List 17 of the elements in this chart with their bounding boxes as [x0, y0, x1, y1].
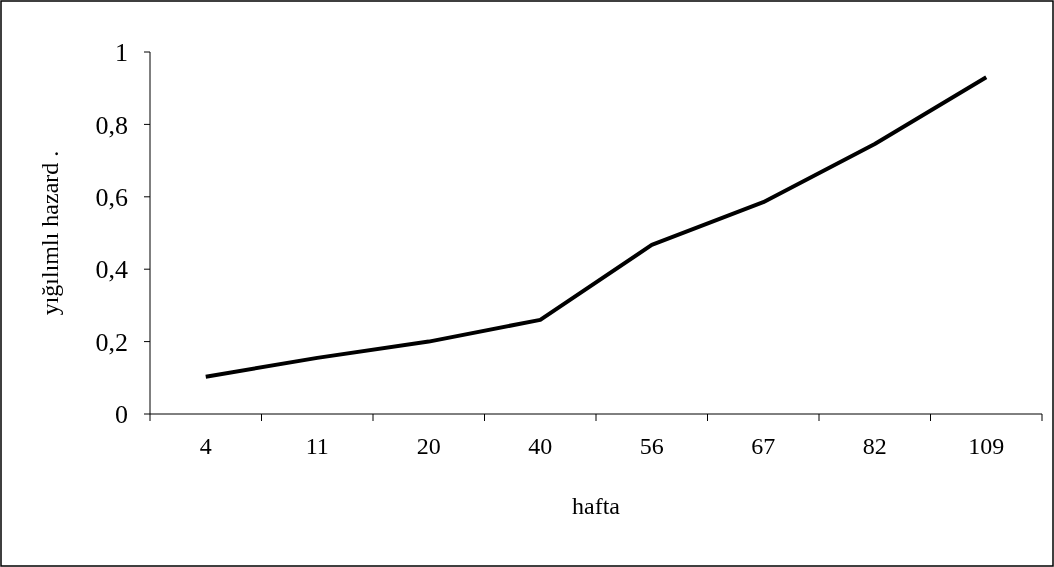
line-series — [203, 75, 989, 379]
y-tick-label: 0 — [115, 400, 128, 430]
x-tick-label: 56 — [639, 433, 664, 459]
x-tick-label: 109 — [968, 433, 1005, 459]
x-tick-label: 20 — [416, 433, 441, 459]
y-tick-label: 0,6 — [95, 182, 128, 212]
y-axis-title: yığılımlı hazard . — [37, 150, 63, 316]
x-tick-label: 40 — [528, 433, 553, 459]
x-tick-label: 11 — [305, 433, 329, 459]
x-tick-label: 4 — [199, 433, 212, 459]
x-tick-label: 67 — [751, 433, 776, 459]
y-tick-label: 0,4 — [95, 255, 128, 285]
y-tick-label: 1 — [115, 38, 128, 68]
x-axis-title: hafta — [572, 493, 621, 519]
y-tick-label: 0,2 — [95, 327, 128, 357]
y-tick-label: 0,8 — [95, 110, 128, 140]
x-tick-label: 82 — [862, 433, 887, 459]
